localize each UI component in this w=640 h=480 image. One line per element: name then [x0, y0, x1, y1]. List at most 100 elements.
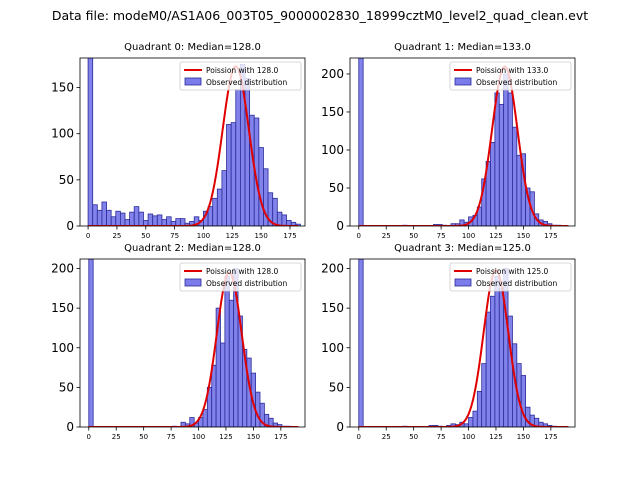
x-tick-label: 25: [112, 433, 121, 441]
histogram-bar: [472, 410, 478, 427]
legend-bar-label: Observed distribution: [206, 279, 287, 288]
histogram-bar: [211, 364, 217, 427]
x-tick-label: 100: [462, 232, 475, 240]
panel-title: Quadrant 1: Median=133.0: [394, 42, 531, 53]
x-tick-label: 150: [517, 232, 530, 240]
chart-panel-2: 0 50 100 150 200 0 25 50 75 100 125 150 175 Quadrant …: [51, 243, 306, 441]
histogram-bar: [226, 124, 232, 226]
legend-box: [449, 262, 572, 292]
y-tick-label: 0: [336, 219, 344, 233]
histogram-bar: [133, 206, 140, 226]
y-tick-label: 150: [321, 105, 344, 119]
x-tick-label: 100: [192, 433, 205, 441]
legend-box: [449, 61, 572, 91]
y-tick-label: 100: [51, 341, 74, 355]
x-tick-label: 125: [489, 232, 502, 240]
y-tick-label: 0: [66, 219, 74, 233]
chart-panel-3: 0 50 100 150 200 0 25 50 75 100 125 150 175 Quadrant …: [321, 243, 576, 441]
histogram-bar: [216, 188, 223, 226]
x-tick-label: 25: [382, 433, 391, 441]
histogram-bar: [498, 103, 505, 226]
histogram-bar: [224, 276, 230, 427]
histogram-bar: [485, 311, 491, 427]
histogram-bar: [175, 218, 181, 226]
x-tick-label: 150: [254, 232, 267, 240]
histogram-bars: [87, 58, 301, 226]
legend-bar-label: Observed distribution: [476, 279, 557, 288]
histogram-bar: [202, 409, 208, 427]
histogram-bar: [152, 215, 158, 226]
x-tick-label: 150: [517, 433, 530, 441]
y-tick-label: 0: [66, 420, 74, 434]
x-tick-label: 125: [219, 433, 232, 441]
histogram-bar: [115, 210, 121, 226]
histogram-bar: [494, 92, 500, 226]
x-tick-label: 0: [357, 433, 361, 441]
x-tick-label: 25: [382, 232, 391, 240]
panel-title: Quadrant 2: Median=128.0: [124, 243, 261, 254]
poisson-curve: [88, 65, 299, 226]
x-tick-label: 175: [544, 433, 557, 441]
x-tick-label: 50: [409, 433, 418, 441]
histogram-bar: [481, 363, 487, 427]
y-tick-label: 100: [321, 143, 344, 157]
chart-panel-0: 0 50 100 150 0 25 50 75 100 125 150 175 Quadrant 0: …: [51, 42, 306, 240]
legend-box: [179, 262, 302, 292]
histogram-bar: [276, 211, 283, 226]
x-tick-label: 100: [197, 232, 210, 240]
legend-bar-swatch: [454, 77, 472, 86]
histogram-bar: [503, 73, 509, 226]
histogram-bar: [494, 276, 500, 427]
axes-frame: [349, 258, 576, 428]
x-tick-label: 75: [437, 433, 446, 441]
histogram-bar: [507, 92, 513, 226]
histogram-bar: [221, 170, 227, 226]
histogram-bar: [166, 216, 172, 226]
histogram-bar: [358, 259, 364, 427]
legend-line-label: Poission with 133.0: [476, 66, 549, 75]
legend-bar-swatch: [454, 278, 472, 287]
histogram-bar: [476, 390, 483, 427]
x-tick-label: 0: [86, 232, 90, 240]
histogram-bar: [138, 211, 144, 226]
histogram-bar: [147, 213, 154, 226]
histogram-bar: [87, 58, 94, 226]
y-tick-label: 150: [51, 81, 74, 95]
histogram-bar: [212, 197, 218, 226]
legend-bar-swatch: [184, 278, 202, 287]
histogram-bar: [96, 209, 103, 226]
y-tick-label: 200: [51, 262, 74, 276]
x-tick-label: 175: [274, 433, 287, 441]
x-tick-label: 125: [489, 433, 502, 441]
legend-line-label: Poission with 128.0: [206, 267, 279, 276]
x-tick-label: 25: [112, 232, 121, 240]
axes-frame: [349, 57, 576, 227]
axes-frame: [79, 57, 306, 227]
histogram-bar: [230, 122, 237, 226]
x-tick-label: 50: [139, 433, 148, 441]
histogram-bar: [463, 423, 469, 427]
histogram-bar: [119, 212, 126, 226]
histogram-bar: [101, 201, 107, 226]
histogram-bar: [498, 287, 505, 427]
poisson-curve: [358, 65, 569, 226]
legend-bar-label: Observed distribution: [206, 78, 287, 87]
y-tick-label: 100: [321, 341, 344, 355]
legend-bar-label: Observed distribution: [476, 78, 557, 87]
y-tick-label: 200: [321, 67, 344, 81]
histogram-bar: [516, 154, 522, 226]
y-tick-label: 50: [59, 380, 74, 394]
y-tick-label: 100: [51, 127, 74, 141]
poisson-curve: [88, 271, 299, 427]
y-tick-label: 150: [51, 301, 74, 315]
x-tick-label: 75: [437, 232, 446, 240]
x-tick-label: 150: [247, 433, 260, 441]
y-tick-label: 0: [336, 420, 344, 434]
panel-title: Quadrant 3: Median=125.0: [394, 243, 531, 254]
figure-title: Data file: modeM0/AS1A06_003T05_90000028…: [52, 8, 588, 23]
axes-frame: [79, 258, 306, 428]
chart-panel-1: 0 50 100 150 200 0 25 50 75 100 125 150 175 Quadrant …: [321, 42, 576, 240]
histogram-bar: [358, 58, 364, 226]
x-tick-label: 0: [357, 232, 361, 240]
